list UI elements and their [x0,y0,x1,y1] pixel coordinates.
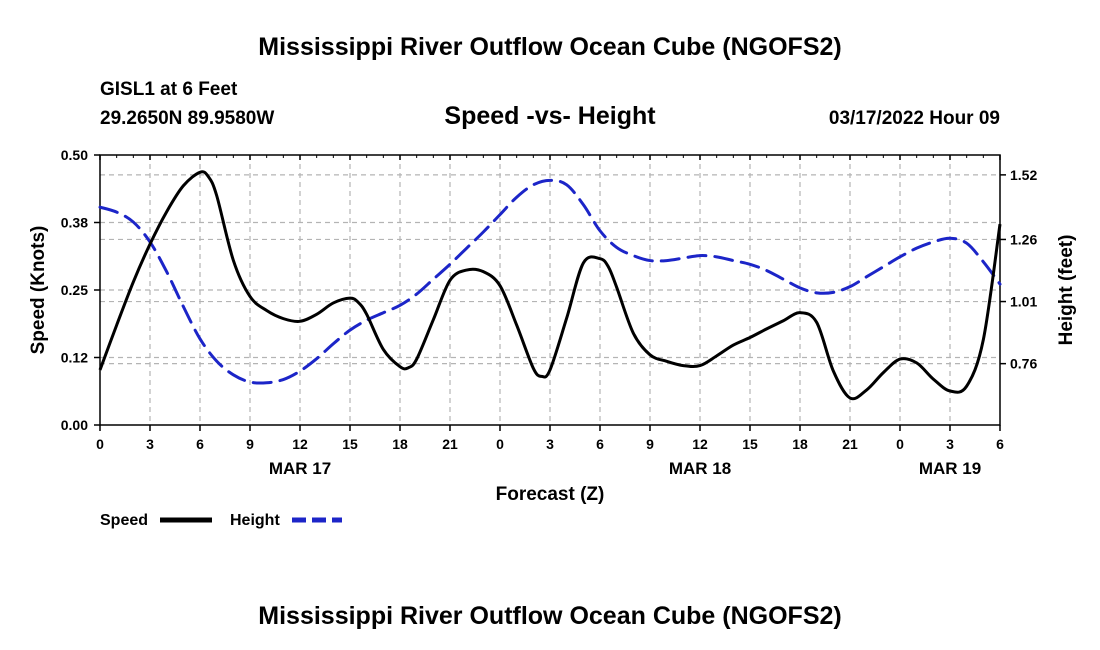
x-tick-label: 12 [292,436,308,452]
right-tick-label: 0.76 [1010,356,1037,372]
right-axis: 0.76 1.01 1.26 1.52 [1000,167,1037,372]
height-series-line [98,178,1002,385]
legend-speed-label: Speed [100,512,148,529]
x-tick-label: 6 [196,436,204,452]
x-axis: 0 3 6 9 12 15 18 21 0 3 6 9 12 15 18 21 0 3 6 [96,425,1004,452]
top-axis-ticks [99,155,1001,160]
grid-lines [100,155,1000,425]
chart-title: Speed -vs- Height [444,102,656,130]
x-tick-label: 9 [646,436,654,452]
footer-title: Mississippi River Outflow Ocean Cube (NG… [258,602,841,630]
legend: Speed Height [100,512,342,529]
right-tick-label: 1.52 [1010,167,1037,183]
forecast-datetime: 03/17/2022 Hour 09 [829,108,1000,129]
date-labels: MAR 17 MAR 18 MAR 19 [269,459,981,478]
x-tick-label: 3 [946,436,954,452]
x-tick-label: 0 [896,436,904,452]
x-tick-label: 0 [96,436,104,452]
x-tick-label: 21 [442,436,458,452]
x-tick-label: 18 [792,436,808,452]
right-tick-label: 1.26 [1010,231,1037,247]
date-label: MAR 19 [919,459,981,478]
left-tick-label: 0.00 [61,417,88,433]
date-label: MAR 18 [669,459,731,478]
right-tick-label: 1.01 [1010,294,1037,310]
left-tick-label: 0.12 [61,350,88,366]
legend-height-label: Height [230,512,280,529]
left-tick-label: 0.38 [61,215,88,231]
left-axis: 0.00 0.12 0.25 0.38 0.50 [61,147,100,433]
x-axis-label: Forecast (Z) [496,484,605,505]
x-tick-label: 6 [596,436,604,452]
x-tick-label: 21 [842,436,858,452]
station-coords: 29.2650N 89.9580W [100,108,274,129]
x-tick-label: 6 [996,436,1004,452]
x-tick-label: 15 [342,436,358,452]
x-tick-label: 9 [246,436,254,452]
left-tick-label: 0.25 [61,282,88,298]
x-tick-label: 3 [546,436,554,452]
x-tick-label: 12 [692,436,708,452]
x-tick-label: 18 [392,436,408,452]
speed-series-line [98,170,1002,401]
page-title: Mississippi River Outflow Ocean Cube (NG… [258,33,841,61]
x-tick-label: 15 [742,436,758,452]
y-axis-label-left: Speed (Knots) [28,226,49,355]
y-axis-label-right: Height (feet) [1056,235,1077,346]
date-label: MAR 17 [269,459,331,478]
station-label: GISL1 at 6 Feet [100,79,238,100]
left-tick-label: 0.50 [61,147,88,163]
x-tick-label: 0 [496,436,504,452]
x-tick-label: 3 [146,436,154,452]
